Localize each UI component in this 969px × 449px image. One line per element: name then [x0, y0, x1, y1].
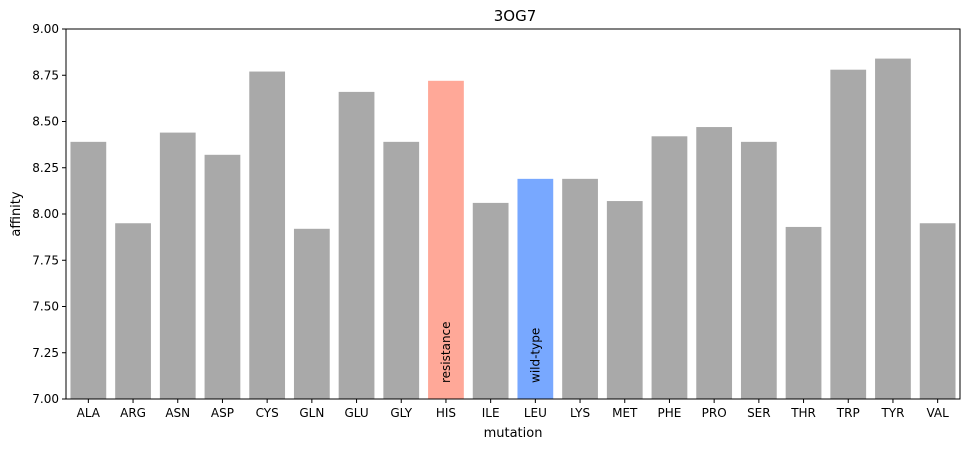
y-tick-label: 8.00	[32, 207, 59, 221]
bars-group	[70, 58, 956, 400]
y-tick-label: 7.25	[32, 346, 59, 360]
x-axis-label: mutation	[484, 426, 543, 441]
bar-ala	[70, 141, 107, 399]
bar-glu	[338, 91, 375, 400]
y-tick-label: 9.00	[32, 22, 59, 36]
x-tick-label: LEU	[524, 406, 547, 420]
bar-lys	[562, 178, 598, 399]
bar-asp	[204, 154, 241, 399]
chart-title: 3OG7	[494, 7, 537, 25]
bar-asn	[159, 132, 196, 399]
bar-cys	[249, 71, 286, 400]
x-tick-label: TRP	[836, 406, 860, 420]
bar-gln	[293, 228, 330, 399]
y-axis-ticks: 7.00 7.25 7.50 7.75 8.00 8.25 8.50 8.75 9.00	[32, 22, 66, 406]
bar-arg	[115, 223, 151, 399]
y-tick-label: 7.00	[32, 392, 59, 406]
bar-annotation-resistance: resistance	[439, 321, 453, 383]
x-tick-label: HIS	[436, 406, 456, 420]
bar-annotation-wild-type: wild-type	[528, 328, 542, 383]
x-tick-label: ARG	[120, 406, 146, 420]
bar-thr	[785, 226, 822, 399]
x-tick-label: LYS	[570, 406, 590, 420]
x-tick-label: THR	[790, 406, 816, 420]
y-axis-label: affinity	[9, 191, 24, 236]
bar-ile	[472, 202, 509, 399]
x-tick-label: MET	[612, 406, 638, 420]
bar-pro	[696, 127, 733, 400]
plot-frame	[65, 28, 961, 400]
bar-annotations-group: resistance wild-type	[439, 321, 542, 383]
x-tick-label: TYR	[880, 406, 904, 420]
x-tick-label: VAL	[926, 406, 949, 420]
x-tick-label: ALA	[77, 406, 101, 420]
x-tick-label: PHE	[658, 406, 682, 420]
x-tick-label: PRO	[702, 406, 727, 420]
y-tick-label: 7.75	[32, 253, 59, 267]
bar-trp	[830, 69, 867, 399]
x-tick-label: CYS	[256, 406, 279, 420]
y-tick-label: 7.50	[32, 300, 59, 314]
bar-leu	[517, 178, 554, 399]
y-tick-label: 8.25	[32, 161, 59, 175]
bar-gly	[383, 141, 420, 399]
x-tick-label: ILE	[482, 406, 500, 420]
bar-val	[919, 223, 956, 399]
x-tick-label: GLU	[344, 406, 368, 420]
x-tick-label: SER	[747, 406, 771, 420]
x-tick-label: ASN	[165, 406, 190, 420]
y-tick-label: 8.75	[32, 68, 59, 82]
bar-ser	[740, 141, 777, 399]
x-tick-label: GLN	[299, 406, 324, 420]
bar-tyr	[875, 58, 911, 399]
x-tick-label: GLY	[390, 406, 412, 420]
bar-his	[428, 80, 464, 400]
x-tick-label: ASP	[211, 406, 234, 420]
bar-met	[606, 201, 643, 399]
bar-phe	[651, 136, 688, 400]
x-axis-ticks: ALA ARG ASN ASP CYS GLN GLU GLY HIS ILE LEU LYS MET P…	[77, 399, 949, 420]
y-tick-label: 8.50	[32, 115, 59, 129]
